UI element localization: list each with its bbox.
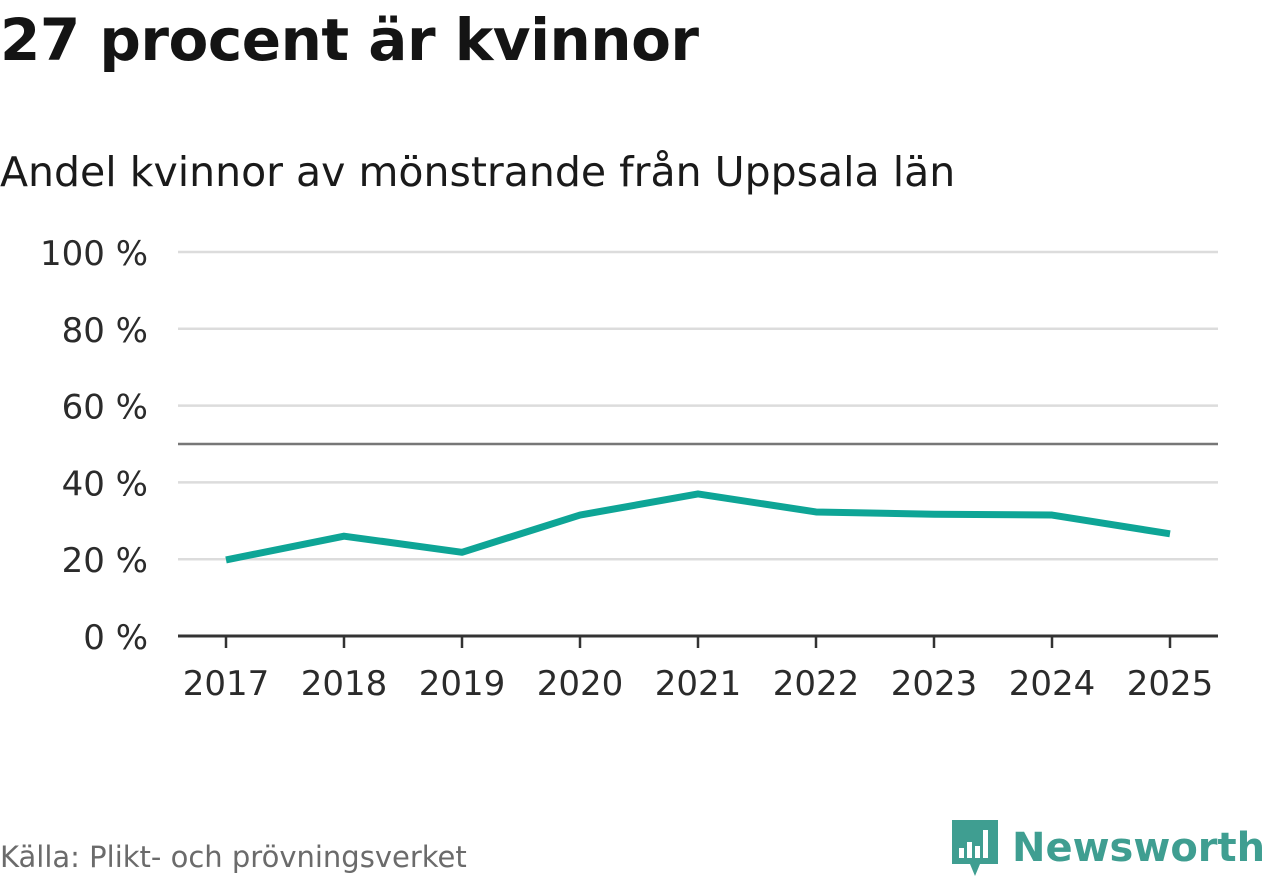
brand-logo: Newsworthy bbox=[950, 818, 1262, 878]
x-tick-label: 2020 bbox=[537, 664, 624, 704]
brand-name: Newsworthy bbox=[1012, 825, 1262, 871]
series-line bbox=[225, 490, 1171, 564]
x-tick-label: 2018 bbox=[301, 664, 388, 704]
x-tick-label: 2021 bbox=[655, 664, 742, 704]
chart-subtitle: Andel kvinnor av mönstrande från Uppsala… bbox=[0, 148, 956, 196]
y-tick-label: 80 % bbox=[62, 311, 148, 351]
x-tick-label: 2022 bbox=[773, 664, 860, 704]
y-tick-label: 100 % bbox=[40, 234, 148, 274]
source-note: Källa: Plikt- och prövningsverket bbox=[0, 840, 467, 874]
x-tick-label: 2023 bbox=[891, 664, 978, 704]
newsworthy-logo-icon bbox=[952, 820, 998, 876]
x-tick-label: 2025 bbox=[1127, 664, 1214, 704]
chart-title: 27 procent är kvinnor bbox=[0, 6, 699, 74]
y-tick-label: 40 % bbox=[62, 464, 148, 504]
x-tick-label: 2024 bbox=[1009, 664, 1096, 704]
x-tick-label: 2019 bbox=[419, 664, 506, 704]
y-tick-label: 60 % bbox=[62, 388, 148, 428]
y-tick-label: 20 % bbox=[62, 541, 148, 581]
y-tick-label: 0 % bbox=[83, 618, 148, 658]
x-tick-label: 2017 bbox=[183, 664, 270, 704]
